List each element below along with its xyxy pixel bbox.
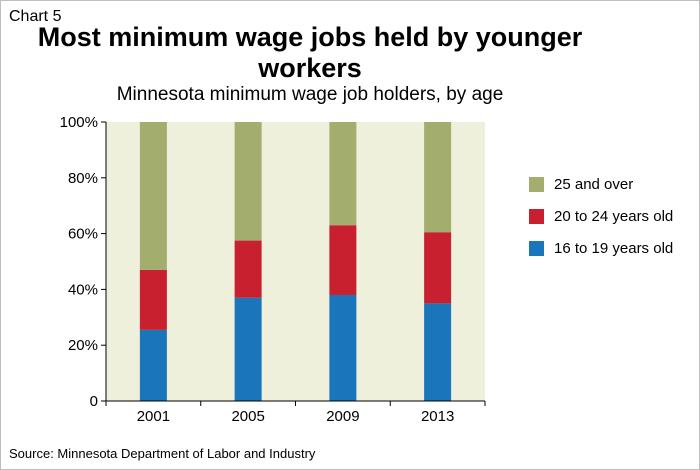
bar-2001-series-0 — [139, 329, 167, 401]
source-note: Source: Minnesota Department of Labor an… — [9, 446, 316, 461]
x-tick-label-2009: 2009 — [326, 408, 359, 425]
bar-2009-series-0 — [329, 294, 357, 401]
bar-2013-series-0 — [424, 303, 452, 401]
y-tick-label-0: 0 — [90, 393, 98, 410]
legend-swatch-16-to-19 — [529, 240, 544, 256]
bar-2005-series-1 — [234, 240, 262, 298]
y-tick-label-5: 100% — [60, 114, 98, 131]
bar-2009-series-1 — [329, 225, 357, 295]
bar-2009-series-2 — [329, 122, 357, 226]
bar-2005-series-0 — [234, 297, 262, 401]
chart-number-label: Chart 5 — [9, 8, 62, 25]
legend-item-20-to-24: 20 to 24 years old — [529, 207, 674, 225]
legend-swatch-20-to-24 — [529, 208, 544, 224]
y-tick-label-2: 40% — [68, 281, 98, 298]
chart-subtitle: Minnesota minimum wage job holders, by a… — [116, 84, 504, 105]
y-tick-label-3: 60% — [68, 226, 98, 243]
legend-label-25-and-over: 25 and over — [554, 175, 634, 193]
y-tick-label-4: 80% — [68, 170, 98, 187]
x-tick-label-2001: 2001 — [137, 408, 170, 425]
bar-2005-series-2 — [234, 122, 262, 241]
x-tick-label-2013: 2013 — [421, 408, 454, 425]
bar-2001-series-1 — [139, 269, 167, 330]
y-tick-label-1: 20% — [68, 337, 98, 354]
legend-label-20-to-24: 20 to 24 years old — [554, 207, 674, 225]
bar-2001-series-2 — [139, 122, 167, 270]
x-tick-label-2005: 2005 — [231, 408, 264, 425]
legend: 25 and over 20 to 24 years old 16 to 19 … — [529, 176, 673, 272]
chart-title: Most minimum wage jobs held by younger w… — [37, 22, 583, 83]
bar-2013-series-1 — [424, 232, 452, 304]
bar-2013-series-2 — [424, 122, 452, 233]
legend-item-25-and-over: 25 and over — [529, 175, 673, 193]
legend-label-16-to-19: 16 to 19 years old — [554, 239, 674, 257]
plot-area — [106, 122, 485, 401]
legend-swatch-25-and-over — [529, 176, 544, 192]
legend-item-16-to-19: 16 to 19 years old — [529, 239, 674, 257]
